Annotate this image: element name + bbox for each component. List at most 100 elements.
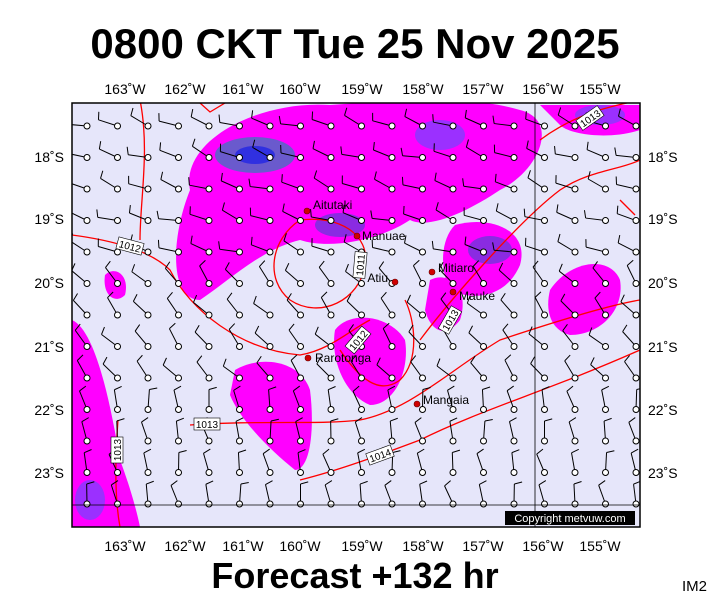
- barb-feather: [265, 480, 273, 485]
- barb-feather: [435, 202, 439, 211]
- barb-feather: [410, 355, 417, 363]
- barb-station: [541, 122, 548, 130]
- barb-station: [266, 248, 274, 256]
- barb-station: [571, 185, 579, 193]
- barb-station: [388, 437, 396, 445]
- barb-feather: [404, 108, 408, 117]
- barb-feather: [208, 386, 217, 390]
- barb-feather: [417, 448, 425, 454]
- barb-station: [266, 280, 274, 287]
- barb-station: [480, 248, 487, 256]
- barb-station: [632, 374, 640, 382]
- barb-feather: [316, 356, 322, 365]
- barb-station: [602, 343, 609, 350]
- barb-feather: [199, 259, 206, 267]
- barb-feather: [432, 114, 434, 123]
- barb-feather: [523, 208, 526, 217]
- lon-label-bottom: 156˚W: [522, 538, 564, 554]
- barb-feather: [350, 354, 357, 362]
- barb-station: [144, 406, 152, 413]
- barb-station: [358, 437, 365, 445]
- barb-station: [449, 374, 457, 382]
- barb-station: [205, 185, 213, 193]
- place-dot: [303, 207, 311, 215]
- barb-station: [632, 406, 640, 413]
- isobar-label-box: [344, 325, 372, 355]
- isobar-label: 1013: [193, 417, 221, 431]
- barb-feather: [370, 210, 373, 219]
- barb-station: [114, 500, 121, 508]
- barb-station: [480, 437, 487, 445]
- barb-station: [175, 374, 182, 382]
- barb-feather: [557, 107, 562, 116]
- barb-station: [388, 406, 396, 413]
- barb-feather: [130, 107, 134, 116]
- barb-feather: [588, 327, 593, 336]
- barb-station: [510, 185, 518, 193]
- barb-station: [510, 217, 518, 224]
- barb-station: [205, 343, 213, 350]
- barb-station: [297, 217, 304, 224]
- barb-feather: [527, 170, 531, 178]
- barb-station: [327, 311, 335, 319]
- barb-feather: [196, 355, 203, 363]
- lon-label-bottom: 162˚W: [164, 538, 206, 554]
- barb-feather: [560, 293, 566, 302]
- barb-station: [266, 500, 274, 508]
- barb-station: [175, 217, 182, 224]
- barb-feather: [598, 480, 606, 486]
- barb-feather: [419, 480, 428, 485]
- barb-feather: [573, 481, 582, 485]
- barb-feather: [250, 236, 253, 245]
- barb-station: [480, 154, 487, 161]
- barb-feather: [452, 449, 461, 453]
- barb-station: [205, 500, 213, 508]
- barb-station: [541, 248, 548, 256]
- barb-station: [297, 406, 304, 413]
- barb-feather: [192, 294, 198, 303]
- barb-feather: [372, 142, 375, 151]
- barb-feather: [447, 385, 455, 391]
- barb-station: [144, 280, 152, 287]
- barb-feather: [256, 355, 262, 364]
- barb-station: [297, 343, 304, 350]
- place-name: Aitutaki: [313, 198, 352, 212]
- barb-feather: [312, 140, 315, 149]
- lat-label-left: 19˚S: [34, 211, 64, 227]
- barb-feather: [378, 261, 385, 269]
- barb-feather: [169, 322, 176, 330]
- barb-feather: [476, 448, 484, 455]
- barb-station: [114, 122, 121, 130]
- barb-feather: [226, 292, 233, 300]
- barb-feather: [492, 115, 495, 124]
- isobar-label-box: [193, 417, 221, 431]
- barb-station: [449, 154, 457, 161]
- isobar-label-box: [352, 251, 368, 279]
- barb-feather: [586, 141, 589, 150]
- barb-station: [205, 469, 213, 476]
- barb-feather: [173, 385, 182, 391]
- barb-feather: [233, 385, 241, 391]
- lon-label-bottom: 159˚W: [341, 538, 383, 554]
- barb-station: [449, 469, 457, 476]
- place-name: Mitiaro: [438, 261, 474, 275]
- barb-feather: [514, 481, 523, 485]
- place-name: Mauke: [459, 289, 495, 303]
- barb-station: [297, 122, 304, 130]
- barb-station: [510, 122, 518, 130]
- barb-station: [297, 500, 304, 508]
- barb-station: [419, 154, 426, 161]
- barb-station: [480, 311, 487, 319]
- barb-station: [602, 406, 609, 413]
- barb-station: [541, 469, 548, 476]
- barb-station: [419, 343, 426, 350]
- barb-station: [358, 154, 365, 161]
- barb-station: [297, 248, 304, 256]
- barb-station: [480, 122, 487, 130]
- barb-feather: [538, 480, 547, 486]
- barb-feather: [374, 171, 377, 180]
- barb-feather: [259, 260, 266, 267]
- barb-feather: [484, 418, 493, 422]
- barb-station: [571, 122, 579, 130]
- barb-station: [388, 500, 396, 508]
